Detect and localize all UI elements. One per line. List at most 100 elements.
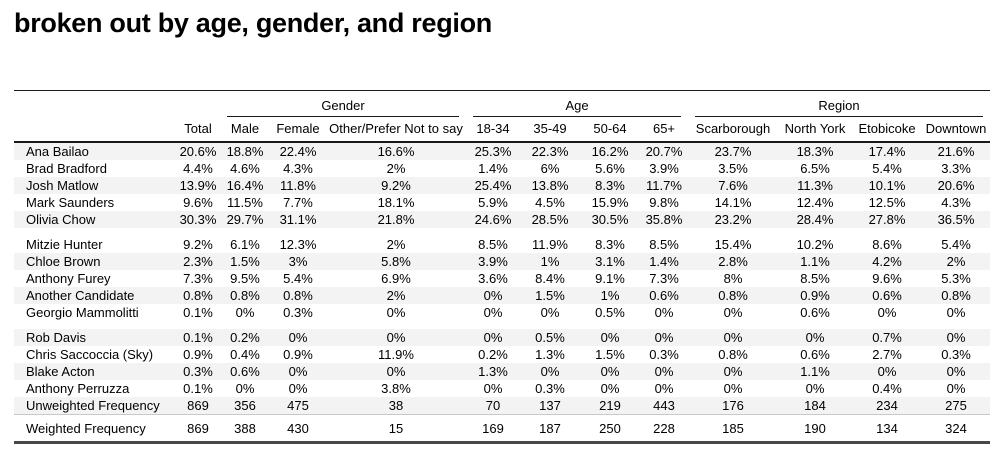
table-cell: 869 [176, 414, 220, 444]
table-cell: 0% [235, 305, 255, 320]
table-cell: 9.8% [649, 195, 679, 210]
table-cell: 15.4% [714, 237, 752, 252]
table-cell: 0.3% [535, 381, 565, 396]
table-cell: 20.6% [179, 144, 217, 159]
row-label: Mitzie Hunter [26, 237, 103, 252]
table-cell: 21.8% [377, 212, 415, 227]
table-cell: 5.9% [478, 195, 508, 210]
row-label: Weighted Frequency [14, 414, 176, 444]
table-cell: 388 [220, 414, 270, 444]
table-cell: 12.4% [796, 195, 834, 210]
row-label: Chris Saccoccia (Sky) [26, 347, 154, 362]
separator-cell [14, 321, 991, 329]
table-cell: 275 [945, 398, 967, 413]
table-cell: 6% [540, 161, 560, 176]
table-cell: 0% [654, 305, 674, 320]
table-cell: 1.3% [478, 364, 508, 379]
table-cell: 0.3% [941, 347, 971, 362]
table-cell: 0.6% [800, 305, 830, 320]
table-cell: 17.4% [868, 144, 906, 159]
table-row-georgio-mammolitti: Georgio Mammolitti 0.1% 0% 0.3% 0% 0% 0% 0.5% 0%… [14, 304, 990, 321]
table-cell: 0.6% [800, 347, 830, 362]
table-cell: 3.8% [381, 381, 411, 396]
group-header-region: Region [688, 90, 991, 117]
table-cell: 1.5% [230, 254, 260, 269]
table-cell: 4.3% [941, 195, 971, 210]
table-cell: 0% [600, 364, 620, 379]
table-cell: 11.9% [532, 237, 568, 252]
table-cell: 184 [804, 398, 826, 413]
table-cell: 70 [485, 398, 501, 413]
table-cell: 11.8% [280, 178, 316, 193]
table-cell: 5.6% [595, 161, 625, 176]
column-header-male: Male [220, 117, 270, 143]
table-cell: 0.8% [230, 288, 260, 303]
table-cell: 0.9% [283, 347, 313, 362]
table-cell: 9.1% [595, 271, 625, 286]
table-cell: 0.4% [230, 347, 260, 362]
table-cell: 25.4% [474, 178, 512, 193]
table-cell: 24.6% [474, 212, 512, 227]
table-cell: 0.8% [283, 288, 313, 303]
table-cell: 430 [270, 414, 326, 444]
table-cell: 8.4% [535, 271, 565, 286]
column-header-row: Total Male Female Other/Prefer Not to say 18… [14, 117, 991, 143]
table-cell: 1.4% [478, 161, 508, 176]
column-header-total: Total [176, 117, 220, 143]
table-cell: 0% [946, 364, 966, 379]
table-cell: 0.8% [718, 347, 748, 362]
table-cell: 4.2% [872, 254, 902, 269]
table-cell: 6.9% [381, 271, 411, 286]
table-cell: 9.6% [872, 271, 902, 286]
table-cell: 13.8% [531, 178, 569, 193]
table-cell: 187 [520, 414, 580, 444]
table-cell: 13.9% [179, 178, 217, 193]
table-cell: 0% [877, 364, 897, 379]
table-cell: 443 [653, 398, 675, 413]
table-cell: 0.6% [872, 288, 902, 303]
table-cell: 0% [483, 288, 503, 303]
table-row-rob-davis: Rob Davis 0.1% 0.2% 0% 0% 0% 0.5% 0% 0% 0% 0% 0.7% 0… [14, 329, 991, 346]
table-row-unweighted-frequency: Unweighted Frequency 869 356 475 38 70 137 219 4… [14, 397, 991, 415]
table-cell: 5.4% [283, 271, 313, 286]
group-header-label: Age [473, 97, 682, 117]
table-cell: 28.4% [796, 212, 834, 227]
table-cell: 0.7% [872, 330, 902, 345]
table-row-anthony-furey: Anthony Furey 7.3% 9.5% 5.4% 6.9% 3.6% 8.4% 9.1… [14, 270, 990, 287]
table-cell: 7.6% [718, 178, 748, 193]
table-cell: 18.8% [226, 144, 264, 159]
table-cell: 7.3% [649, 271, 679, 286]
table-cell: 0.3% [283, 305, 313, 320]
table-cell: 0.1% [183, 381, 213, 396]
table-cell: 1% [540, 254, 560, 269]
table-cell: 0.6% [649, 288, 679, 303]
group-header-row: Gender Age Region [14, 90, 991, 117]
table-cell: 2.7% [872, 347, 902, 362]
table-cell: 137 [539, 398, 561, 413]
row-group-separator [14, 321, 991, 329]
table-cell: 31.1% [279, 212, 317, 227]
table-footer: Weighted Frequency 869 388 430 15 169 187 250 22… [14, 414, 991, 444]
table-cell: 0% [654, 330, 674, 345]
table-cell: 0% [723, 305, 743, 320]
table-cell: 12.5% [868, 195, 906, 210]
row-group-separator [14, 228, 991, 236]
table-cell: 9.2% [183, 237, 213, 252]
row-label: Unweighted Frequency [26, 398, 160, 413]
table-cell: 4.5% [535, 195, 565, 210]
table-cell: 8.5% [800, 271, 830, 286]
table-row-olivia-chow: Olivia Chow 30.3% 29.7% 31.1% 21.8% 24.6% 28.5… [14, 211, 991, 228]
table-cell: 0% [288, 381, 308, 396]
row-label: Anthony Furey [26, 271, 111, 286]
table-cell: 20.7% [645, 144, 683, 159]
table-cell: 234 [876, 398, 898, 413]
table-cell: 28.5% [531, 212, 569, 227]
column-header-65: 65+ [640, 117, 689, 143]
table-cell: 9.2% [381, 178, 411, 193]
row-label: Mark Saunders [26, 195, 115, 210]
group-header-age: Age [466, 90, 689, 117]
group-header-label: Region [695, 97, 984, 117]
table-cell: 0% [805, 330, 825, 345]
table-cell: 8% [723, 271, 743, 286]
table-cell: 14.1% [714, 195, 752, 210]
